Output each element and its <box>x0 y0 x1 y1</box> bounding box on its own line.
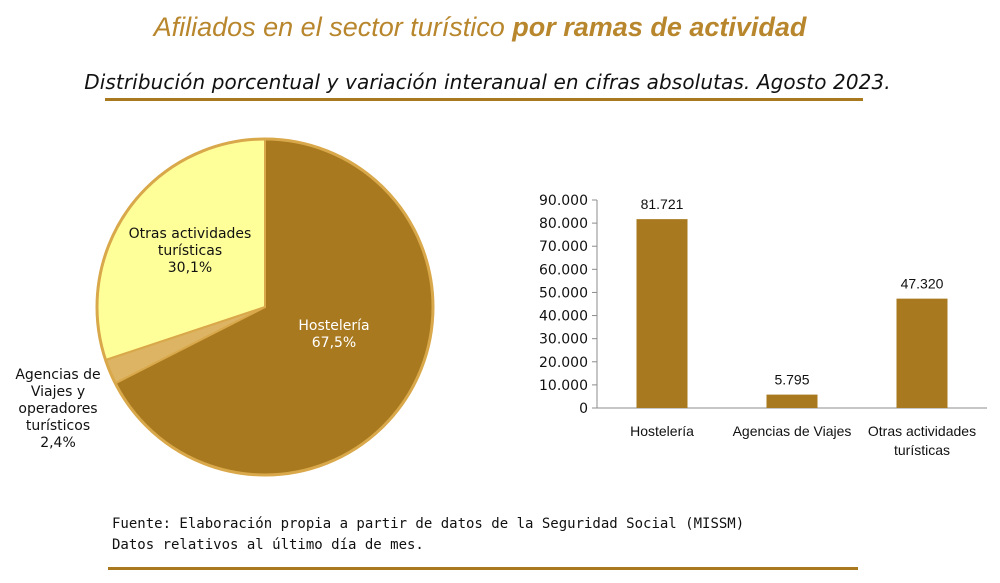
y-tick-label: 70.000 <box>539 239 588 255</box>
title-bold: por ramas de actividad <box>512 12 807 42</box>
bar-chart: 0 10.000 20.000 30.000 40.000 50.000 60.000 70.… <box>539 193 987 458</box>
bar-value-label: 5.795 <box>774 372 809 388</box>
data-note-text: Datos relativos al último día de mes. <box>112 537 424 553</box>
y-tick-label: 20.000 <box>539 355 588 371</box>
top-divider <box>105 98 863 101</box>
y-tick-label: 90.000 <box>539 193 588 209</box>
pie-category-label: operadores <box>18 401 97 417</box>
x-category-label: Otras actividades <box>868 423 976 439</box>
pie-category-label: Hostelería <box>298 318 369 334</box>
bar-value-label: 47.320 <box>901 276 944 292</box>
y-tick-label: 80.000 <box>539 216 588 232</box>
source-note: Fuente: Elaboración propia a partir de d… <box>112 514 744 556</box>
y-tick-label: 0 <box>579 401 588 417</box>
pie-percent-label: 30,1% <box>168 260 212 276</box>
source-text: Fuente: Elaboración propia a partir de d… <box>112 516 745 532</box>
pie-category-label: turísticas <box>158 243 222 259</box>
bar-value-label: 81.721 <box>641 196 684 212</box>
y-tick-label: 50.000 <box>539 285 588 301</box>
pie-category-label: Agencias de <box>15 367 100 383</box>
bar <box>636 219 688 408</box>
x-category-label: Agencias de Viajes <box>733 423 852 439</box>
pie-percent-label: 67,5% <box>312 335 356 351</box>
chart-subtitle: Distribución porcentual y variación inte… <box>84 70 891 94</box>
title-plain: Afiliados en el sector turístico <box>153 12 505 42</box>
pie-category-label: turísticos <box>26 418 90 434</box>
bar <box>896 298 948 408</box>
y-tick-label: 10.000 <box>539 378 588 394</box>
y-tick-label: 40.000 <box>539 309 588 325</box>
pie-percent-label: 2,4% <box>40 435 76 451</box>
bottom-divider <box>108 567 858 570</box>
chart-title: Afiliados en el sector turístico por ram… <box>0 12 960 43</box>
y-tick-label: 30.000 <box>539 332 588 348</box>
x-category-label: Hostelería <box>630 423 694 439</box>
pie-category-label: Viajes y <box>31 384 85 400</box>
bar <box>766 394 818 408</box>
pie-category-label: Otras actividades <box>129 226 252 242</box>
x-category-label: turísticas <box>894 442 950 458</box>
y-tick-label: 60.000 <box>539 262 588 278</box>
pie-chart <box>95 137 435 477</box>
